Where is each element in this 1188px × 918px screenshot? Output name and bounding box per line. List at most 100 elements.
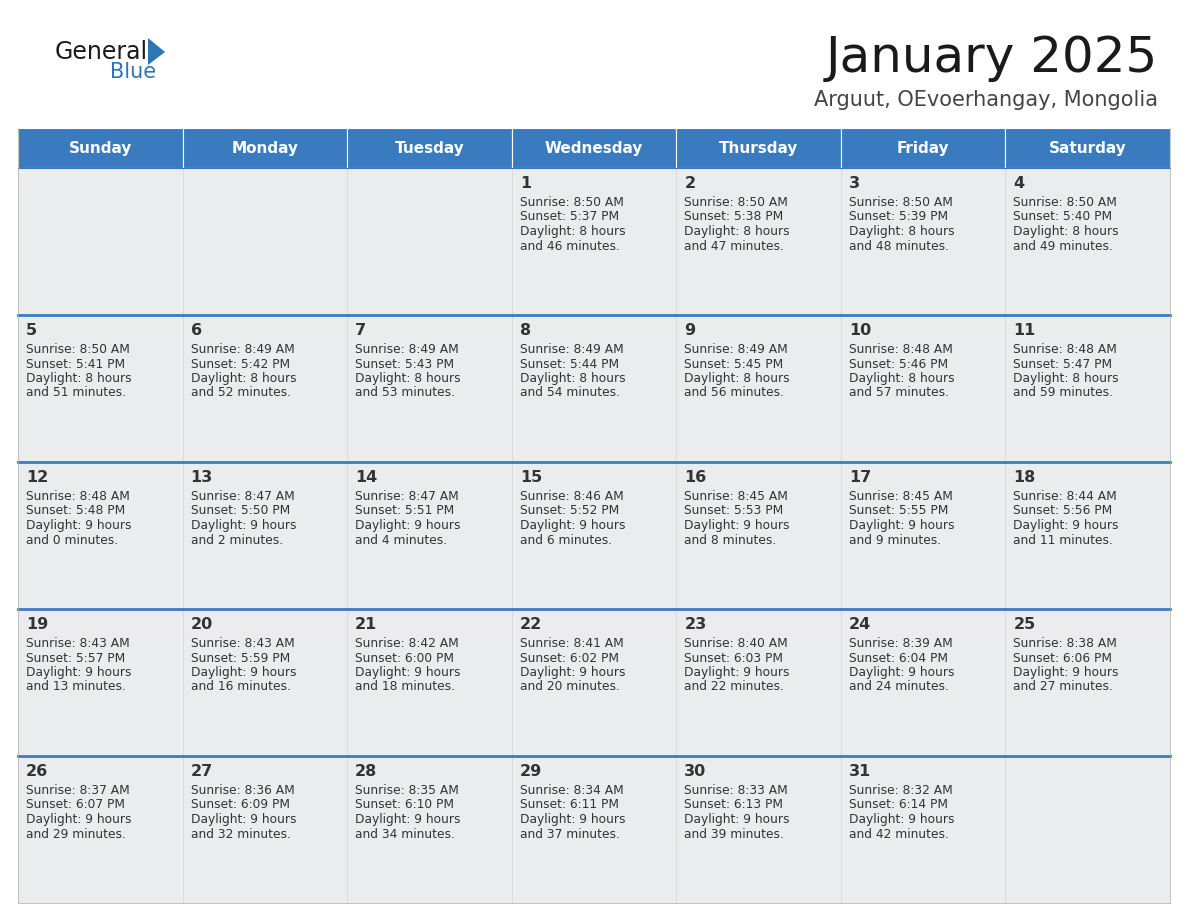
Text: Daylight: 9 hours: Daylight: 9 hours [519, 666, 625, 679]
Text: Daylight: 9 hours: Daylight: 9 hours [519, 519, 625, 532]
Bar [841, 315, 1005, 462]
Text: 28: 28 [355, 764, 378, 779]
Text: Daylight: 8 hours: Daylight: 8 hours [849, 372, 954, 385]
Text: Sunrise: 8:48 AM: Sunrise: 8:48 AM [1013, 343, 1117, 356]
Text: Sunset: 6:06 PM: Sunset: 6:06 PM [1013, 652, 1112, 665]
Text: Monday: Monday [232, 140, 298, 155]
Text: Daylight: 9 hours: Daylight: 9 hours [355, 813, 461, 826]
Text: Daylight: 8 hours: Daylight: 8 hours [1013, 225, 1119, 238]
Text: Daylight: 9 hours: Daylight: 9 hours [26, 813, 132, 826]
Bar [676, 462, 841, 609]
Text: and 51 minutes.: and 51 minutes. [26, 386, 126, 399]
Text: 18: 18 [1013, 470, 1036, 485]
Bar [347, 756, 512, 903]
Bar [18, 756, 183, 903]
Text: Daylight: 9 hours: Daylight: 9 hours [849, 666, 954, 679]
Text: Sunset: 5:52 PM: Sunset: 5:52 PM [519, 505, 619, 518]
Text: Daylight: 8 hours: Daylight: 8 hours [849, 225, 954, 238]
Text: General: General [55, 40, 148, 64]
Text: 17: 17 [849, 470, 871, 485]
Text: Sunset: 6:02 PM: Sunset: 6:02 PM [519, 652, 619, 665]
Text: 10: 10 [849, 323, 871, 338]
Text: Sunset: 5:44 PM: Sunset: 5:44 PM [519, 357, 619, 371]
Text: 7: 7 [355, 323, 366, 338]
Text: Tuesday: Tuesday [394, 140, 465, 155]
Text: Sunrise: 8:47 AM: Sunrise: 8:47 AM [355, 490, 459, 503]
Bar [347, 609, 512, 756]
Text: and 2 minutes.: and 2 minutes. [190, 533, 283, 546]
Text: Daylight: 9 hours: Daylight: 9 hours [190, 813, 296, 826]
Text: 15: 15 [519, 470, 542, 485]
Text: Sunset: 6:11 PM: Sunset: 6:11 PM [519, 799, 619, 812]
Text: and 8 minutes.: and 8 minutes. [684, 533, 777, 546]
Text: Daylight: 9 hours: Daylight: 9 hours [684, 666, 790, 679]
Text: and 48 minutes.: and 48 minutes. [849, 240, 949, 252]
Bar [676, 609, 841, 756]
Text: and 34 minutes.: and 34 minutes. [355, 827, 455, 841]
Text: Sunrise: 8:35 AM: Sunrise: 8:35 AM [355, 784, 459, 797]
Text: Sunset: 6:09 PM: Sunset: 6:09 PM [190, 799, 290, 812]
Text: Friday: Friday [897, 140, 949, 155]
Bar [18, 315, 1170, 462]
Text: and 47 minutes.: and 47 minutes. [684, 240, 784, 252]
Text: 27: 27 [190, 764, 213, 779]
Text: Sunrise: 8:33 AM: Sunrise: 8:33 AM [684, 784, 788, 797]
Text: Sunset: 5:39 PM: Sunset: 5:39 PM [849, 210, 948, 223]
Bar [18, 609, 183, 756]
Text: Sunset: 6:10 PM: Sunset: 6:10 PM [355, 799, 454, 812]
Text: 25: 25 [1013, 617, 1036, 632]
Text: Daylight: 9 hours: Daylight: 9 hours [1013, 519, 1119, 532]
Text: Daylight: 9 hours: Daylight: 9 hours [355, 519, 461, 532]
Text: and 37 minutes.: and 37 minutes. [519, 827, 620, 841]
Text: Sunset: 5:53 PM: Sunset: 5:53 PM [684, 505, 784, 518]
Text: and 39 minutes.: and 39 minutes. [684, 827, 784, 841]
Bar [183, 609, 347, 756]
Text: and 46 minutes.: and 46 minutes. [519, 240, 620, 252]
Text: and 29 minutes.: and 29 minutes. [26, 827, 126, 841]
Text: Sunrise: 8:39 AM: Sunrise: 8:39 AM [849, 637, 953, 650]
Text: Sunset: 5:46 PM: Sunset: 5:46 PM [849, 357, 948, 371]
Text: and 52 minutes.: and 52 minutes. [190, 386, 291, 399]
Text: 26: 26 [26, 764, 49, 779]
Text: Sunset: 5:38 PM: Sunset: 5:38 PM [684, 210, 784, 223]
Text: Sunset: 5:59 PM: Sunset: 5:59 PM [190, 652, 290, 665]
Text: Sunset: 6:07 PM: Sunset: 6:07 PM [26, 799, 125, 812]
Bar [18, 756, 1170, 903]
Text: 3: 3 [849, 176, 860, 191]
Text: 4: 4 [1013, 176, 1024, 191]
Text: Daylight: 8 hours: Daylight: 8 hours [1013, 372, 1119, 385]
Text: 8: 8 [519, 323, 531, 338]
Text: Daylight: 9 hours: Daylight: 9 hours [355, 666, 461, 679]
Text: 13: 13 [190, 470, 213, 485]
Text: Sunset: 6:00 PM: Sunset: 6:00 PM [355, 652, 454, 665]
Text: Sunrise: 8:36 AM: Sunrise: 8:36 AM [190, 784, 295, 797]
Text: Sunset: 6:14 PM: Sunset: 6:14 PM [849, 799, 948, 812]
Bar [183, 168, 347, 315]
Text: Daylight: 9 hours: Daylight: 9 hours [26, 666, 132, 679]
Text: Daylight: 9 hours: Daylight: 9 hours [849, 519, 954, 532]
Text: 20: 20 [190, 617, 213, 632]
Bar [1005, 128, 1170, 168]
Bar [841, 168, 1005, 315]
Text: Sunset: 5:50 PM: Sunset: 5:50 PM [190, 505, 290, 518]
Bar [841, 756, 1005, 903]
Bar [512, 168, 676, 315]
Text: 5: 5 [26, 323, 37, 338]
Text: 11: 11 [1013, 323, 1036, 338]
Bar [18, 462, 1170, 609]
Bar [1005, 315, 1170, 462]
Text: Daylight: 8 hours: Daylight: 8 hours [26, 372, 132, 385]
Text: 31: 31 [849, 764, 871, 779]
Text: Saturday: Saturday [1049, 140, 1126, 155]
Text: Sunrise: 8:46 AM: Sunrise: 8:46 AM [519, 490, 624, 503]
Text: and 56 minutes.: and 56 minutes. [684, 386, 784, 399]
Text: Sunrise: 8:37 AM: Sunrise: 8:37 AM [26, 784, 129, 797]
Text: 16: 16 [684, 470, 707, 485]
Text: Sunrise: 8:49 AM: Sunrise: 8:49 AM [519, 343, 624, 356]
Text: Sunrise: 8:48 AM: Sunrise: 8:48 AM [26, 490, 129, 503]
Text: Sunset: 5:47 PM: Sunset: 5:47 PM [1013, 357, 1112, 371]
Text: 24: 24 [849, 617, 871, 632]
Text: Sunset: 5:40 PM: Sunset: 5:40 PM [1013, 210, 1112, 223]
Bar [676, 315, 841, 462]
Text: Sunrise: 8:40 AM: Sunrise: 8:40 AM [684, 637, 788, 650]
